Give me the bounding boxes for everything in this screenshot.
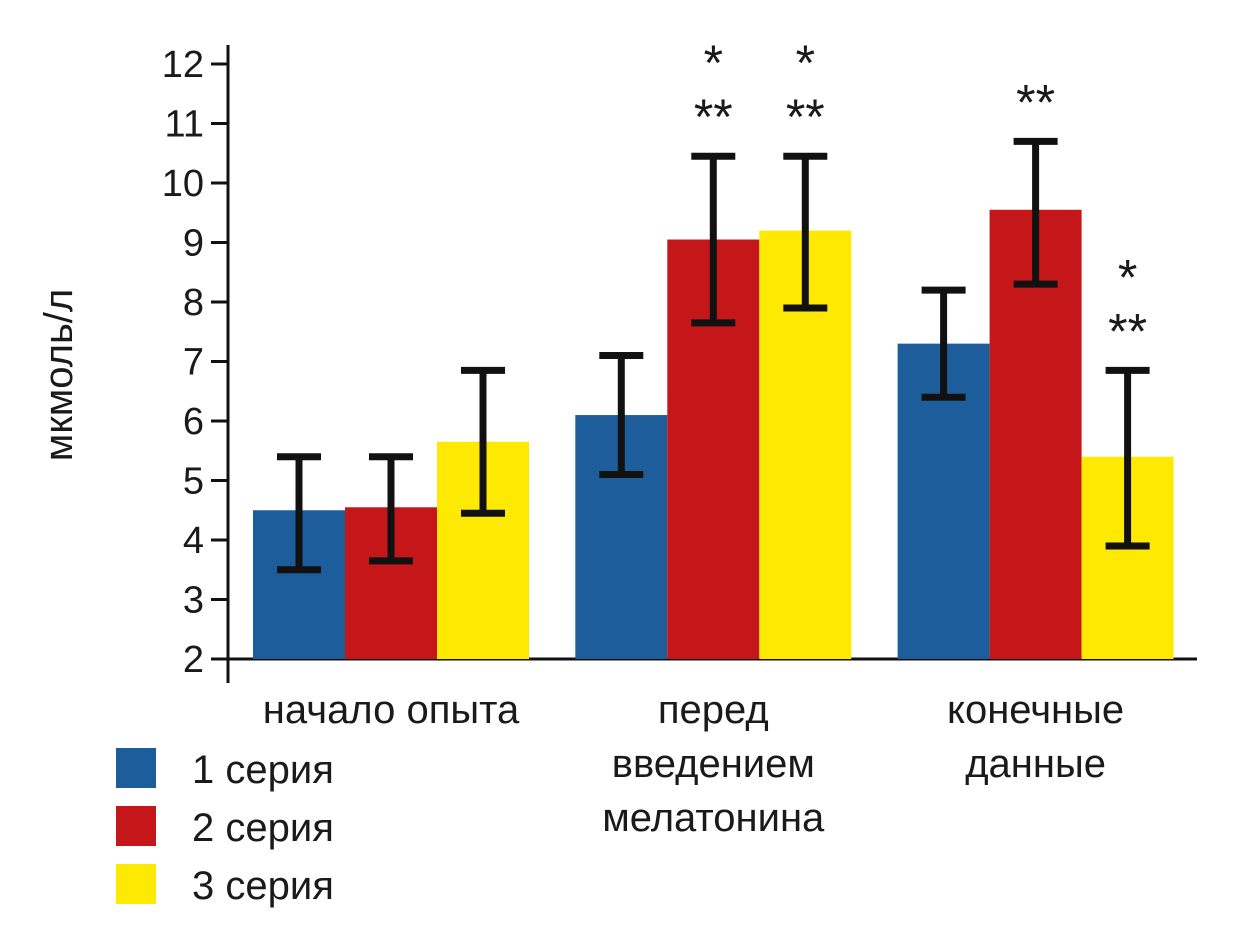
significance-marker: ** [694,89,733,145]
legend-swatch-series3 [116,864,156,904]
significance-marker: * [796,35,815,91]
y-tick-label: 6 [183,401,204,443]
x-category-label: мелатонина [602,796,825,840]
y-tick-label: 8 [183,282,204,324]
y-axis-label: мкмоль/л [37,289,81,462]
y-tick-label: 3 [183,580,204,622]
y-tick-label: 5 [183,461,204,503]
y-tick-label: 4 [183,520,204,562]
y-tick-label: 7 [183,342,204,384]
legend-label-series2: 2 серия [192,806,334,850]
legend-swatch-series2 [116,806,156,846]
x-category-label: перед [658,688,769,732]
x-category-label: начало опыта [263,688,520,732]
x-category-label: конечные [947,688,1124,732]
significance-marker: * [1118,249,1137,305]
significance-marker: ** [1016,74,1055,130]
x-category-label: введением [612,742,815,786]
legend-label-series3: 3 серия [192,864,334,908]
significance-marker: ** [786,89,825,145]
y-tick-label: 9 [183,223,204,265]
y-tick-label: 2 [183,639,204,681]
legend-label-series1: 1 серия [192,748,334,792]
y-tick-label: 12 [162,44,204,86]
significance-marker: * [704,35,723,91]
x-category-label: данные [965,742,1106,786]
y-tick-label: 10 [162,163,204,205]
legend-swatch-series1 [116,748,156,788]
significance-marker: ** [1108,303,1147,359]
y-tick-label: 11 [165,104,204,146]
